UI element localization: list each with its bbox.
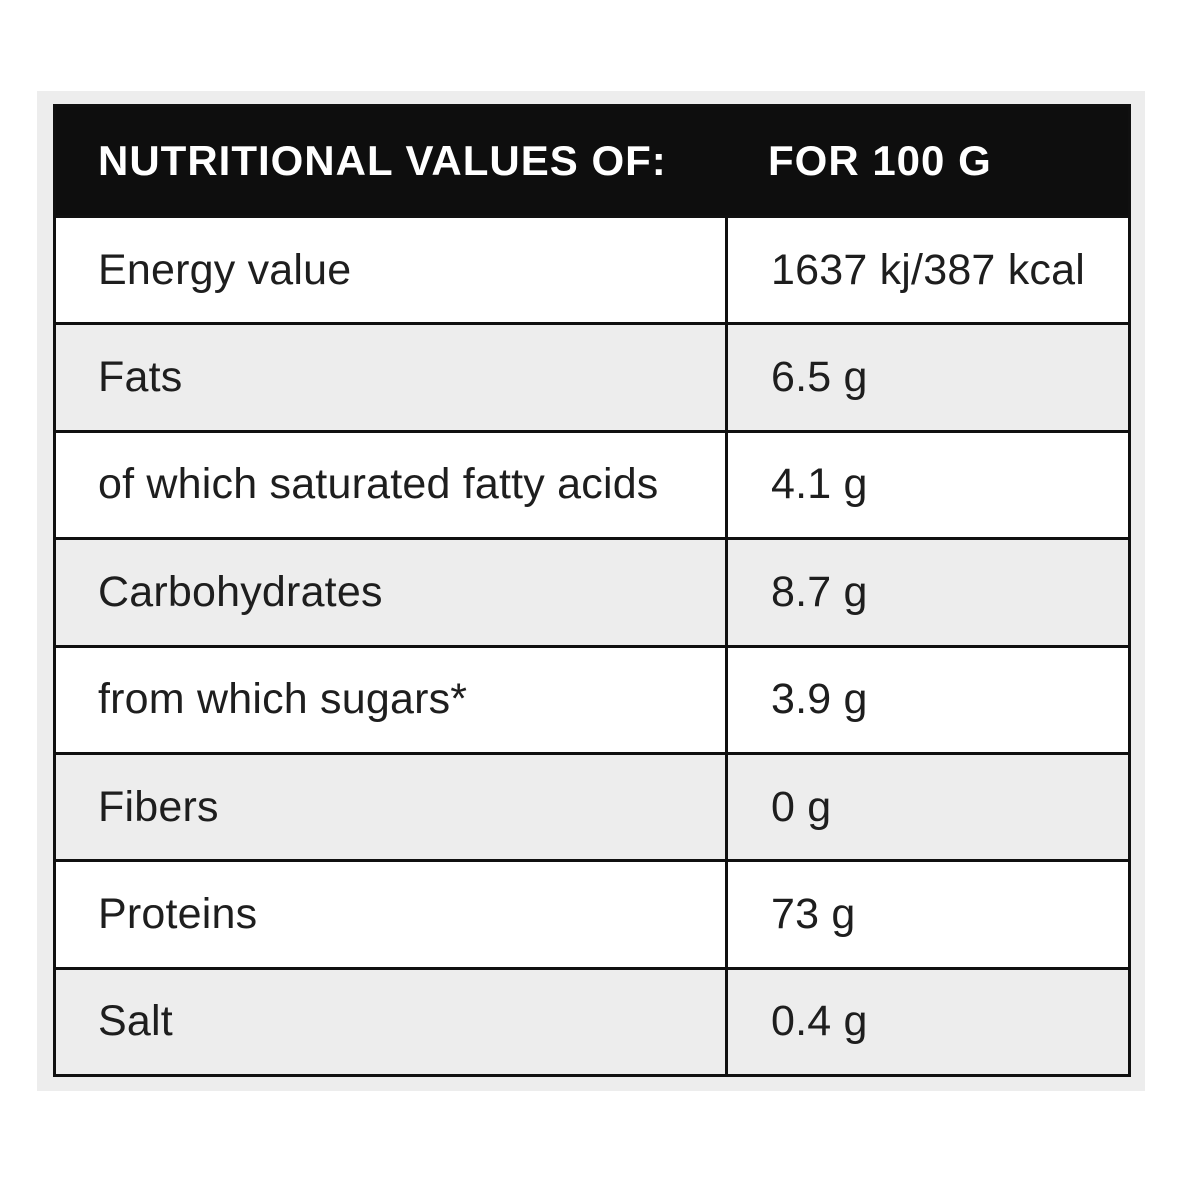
header-label-column: NUTRITIONAL VALUES OF: <box>98 137 667 184</box>
row-value: 73 g <box>725 862 1128 967</box>
row-label: Energy value <box>98 245 352 294</box>
nutrition-panel: NUTRITIONAL VALUES OF: FOR 100 G Energy … <box>37 91 1145 1091</box>
row-value: 8.7 g <box>725 540 1128 645</box>
row-label: Proteins <box>98 889 258 938</box>
row-label: Fibers <box>98 782 219 831</box>
table-row-fats: Fats 6.5 g <box>56 322 1128 430</box>
table-row-sugars: from which sugars* 3.9 g <box>56 644 1128 752</box>
table-header-row: NUTRITIONAL VALUES OF: FOR 100 G <box>56 107 1128 215</box>
table-row-proteins: Proteins 73 g <box>56 859 1128 967</box>
table-row-carbohydrates: Carbohydrates 8.7 g <box>56 537 1128 645</box>
table-row-salt: Salt 0.4 g <box>56 966 1128 1074</box>
header-value-column: FOR 100 G <box>768 137 992 184</box>
row-value: 1637 kj/387 kcal <box>725 218 1128 323</box>
row-label: Salt <box>98 997 173 1046</box>
table-row-saturated-fats: of which saturated fatty acids 4.1 g <box>56 429 1128 538</box>
nutrition-table: NUTRITIONAL VALUES OF: FOR 100 G Energy … <box>53 104 1131 1077</box>
row-label: Carbohydrates <box>98 567 383 616</box>
row-value: 6.5 g <box>725 325 1128 430</box>
row-label: from which sugars* <box>98 675 468 724</box>
table-row-fibers: Fibers 0 g <box>56 751 1128 860</box>
row-value: 4.1 g <box>725 432 1128 538</box>
row-value: 3.9 g <box>725 647 1128 752</box>
row-value: 0.4 g <box>725 969 1128 1074</box>
row-value: 0 g <box>725 754 1128 860</box>
row-label: Fats <box>98 353 183 402</box>
table-row-energy: Energy value 1637 kj/387 kcal <box>56 215 1128 323</box>
row-label: of which saturated fatty acids <box>98 460 659 509</box>
